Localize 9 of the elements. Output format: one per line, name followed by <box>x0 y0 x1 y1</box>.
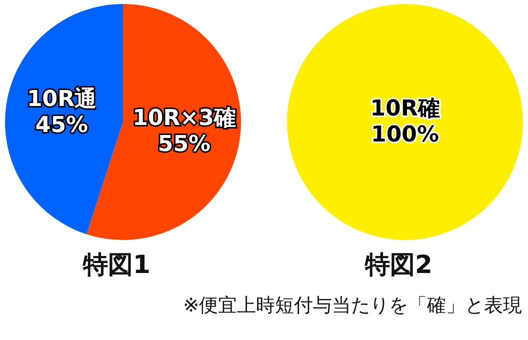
slice-label: 10R確 <box>370 96 440 122</box>
text: ※便宜上時短付与当たりを「確」と表現 <box>183 294 522 316</box>
slice-label: 10R×3確 <box>132 106 236 132</box>
slice-label: 10R通 <box>26 86 97 112</box>
data-label: 100% <box>371 122 439 148</box>
data-label: 45% <box>35 112 88 138</box>
text: 特図2 <box>364 250 432 279</box>
text: 特図1 <box>82 250 150 279</box>
data-label: 55% <box>158 132 211 158</box>
